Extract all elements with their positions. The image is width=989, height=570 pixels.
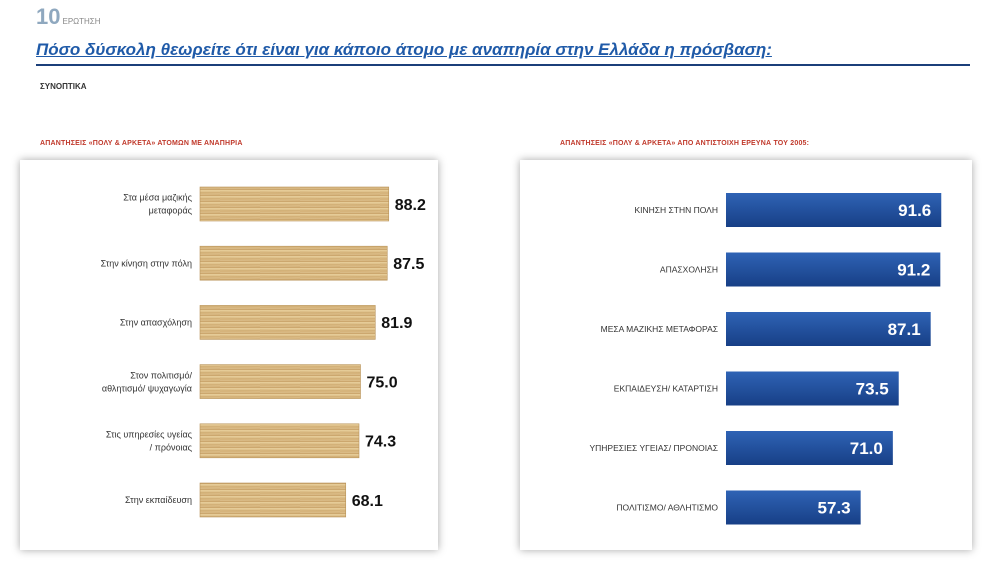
category-label-5: Στην εκπαίδευση — [125, 495, 192, 505]
subtitle: ΣΥΝΟΠΤΙΚΑ — [40, 82, 87, 91]
bar-5 — [726, 490, 861, 525]
left-chart-panel: Στα μέσα μαζικής μεταφοράς 88.2 Στην κίνηση… — [20, 160, 438, 550]
left-chart: Στα μέσα μαζικής μεταφοράς 88.2 Στην κίνηση… — [101, 186, 426, 518]
category-label-0: ΚΙΝΗΣΗ ΣΤΗΝ ΠΟΛΗ — [634, 205, 718, 215]
bar-4 — [726, 431, 893, 465]
bar-3 — [726, 371, 899, 406]
bar-3 — [199, 364, 361, 399]
value-label-1: 87.5 — [393, 256, 424, 273]
bar-2 — [199, 305, 376, 340]
category-label-3: ΕΚΠΑΙΔΕΥΣΗ/ ΚΑΤΑΡΤΙΣΗ — [614, 383, 718, 393]
value-label-0: 91.6 — [898, 201, 931, 220]
value-label-0: 88.2 — [395, 197, 426, 214]
bar-1 — [726, 252, 941, 287]
bar-0 — [726, 193, 942, 227]
value-label-4: 74.3 — [365, 434, 396, 451]
category-label-2: ΜΕΣΑ ΜΑΖΙΚΗΣ ΜΕΤΑΦΟΡΑΣ — [601, 324, 718, 334]
value-label-5: 68.1 — [352, 493, 383, 510]
question-number: 10 ΕΡΩΤΗΣΗ — [36, 4, 101, 30]
question-title: Πόσο δύσκολη θεωρείτε ότι είναι για κάπο… — [36, 40, 772, 59]
bar-0 — [199, 186, 390, 222]
category-label-1: ΑΠΑΣΧΟΛΗΣΗ — [660, 264, 718, 274]
right-chart-panel: ΚΙΝΗΣΗ ΣΤΗΝ ΠΟΛΗ 91.6 ΑΠΑΣΧΟΛΗΣΗ 91.2 ΜΕΣΑ Μ… — [520, 160, 972, 550]
right-chart: ΚΙΝΗΣΗ ΣΤΗΝ ΠΟΛΗ 91.6 ΑΠΑΣΧΟΛΗΣΗ 91.2 ΜΕΣΑ Μ… — [589, 193, 942, 525]
category-label-4: ΥΠΗΡΕΣΙΕΣ ΥΓΕΙΑΣ/ ΠΡΟΝΟΙΑΣ — [589, 443, 718, 453]
value-label-3: 73.5 — [856, 380, 889, 399]
bar-1 — [199, 245, 388, 281]
category-label-5: ΠΟΛΙΤΙΣΜΟ/ ΑΘΛΗΤΙΣΜΟ — [616, 502, 718, 512]
category-label-1: Στην κίνηση στην πόλη — [101, 258, 192, 268]
value-label-1: 91.2 — [897, 261, 930, 280]
right-chart-title: ΑΠΑΝΤΗΣΕΙΣ «ΠΟΛΥ & ΑΡΚΕΤΑ» ΑΠΟ ΑΝΤΙΣΤΟΙΧ… — [560, 140, 810, 147]
value-label-4: 71.0 — [850, 439, 883, 458]
value-label-3: 75.0 — [367, 374, 398, 391]
title-rule — [36, 64, 970, 66]
question-word: ΕΡΩΤΗΣΗ — [62, 17, 101, 26]
question-number-value: 10 — [36, 4, 61, 29]
left-chart-title: ΑΠΑΝΤΗΣΕΙΣ «ΠΟΛΥ & ΑΡΚΕΤΑ» ΑΤΟΜΩΝ ΜΕ ΑΝΑ… — [40, 140, 243, 147]
category-label-4: Στις υπηρεσίες υγείας / πρόνοιας — [106, 429, 193, 452]
bar-4 — [199, 423, 360, 459]
value-label-5: 57.3 — [818, 499, 851, 518]
category-label-0: Στα μέσα μαζικής μεταφοράς — [123, 193, 192, 216]
value-label-2: 87.1 — [888, 320, 921, 339]
value-label-2: 81.9 — [381, 315, 412, 332]
category-label-2: Στην απασχόληση — [120, 318, 192, 328]
category-label-3: Στον πολιτισμό/αθλητισμό/ ψυχαγωγία — [102, 370, 193, 393]
bar-2 — [726, 312, 931, 346]
bar-5 — [199, 482, 347, 518]
